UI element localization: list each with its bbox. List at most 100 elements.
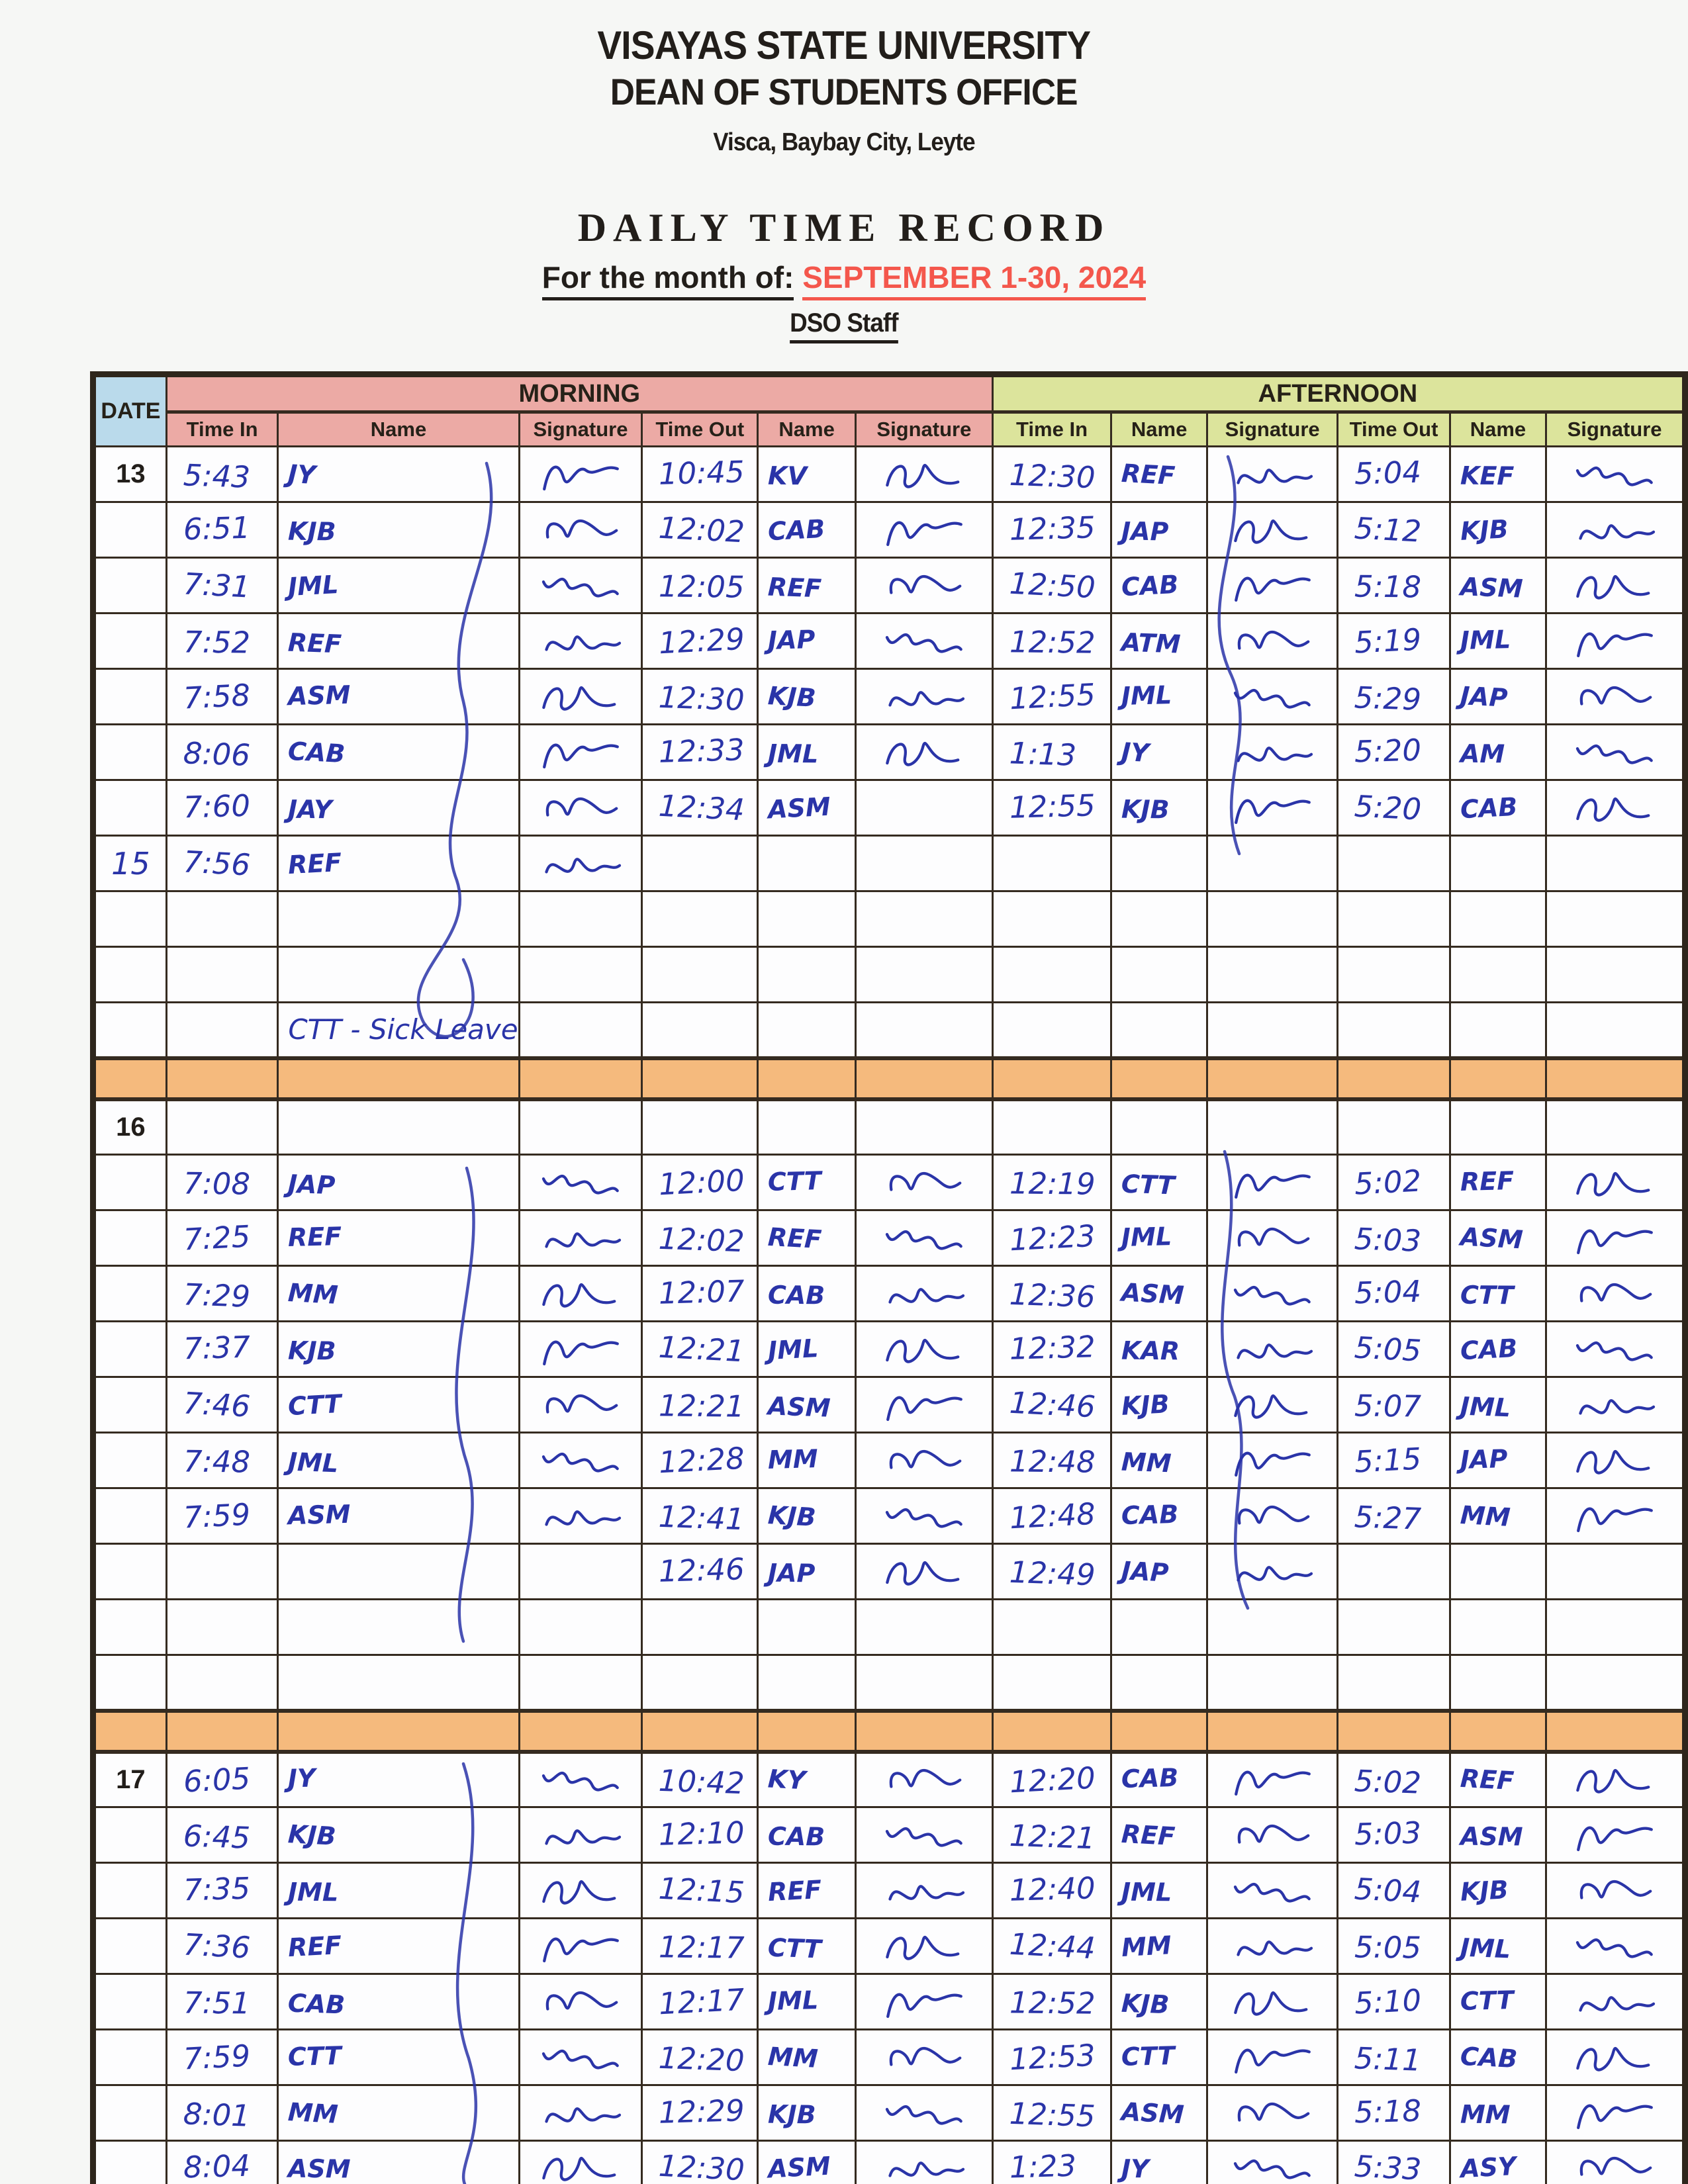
signature-scribble [886, 1561, 960, 1585]
signature-scribble [541, 2049, 619, 2069]
divider-cell [1545, 1708, 1686, 1754]
afternoon-name-in-cell: MM [1110, 1917, 1208, 1975]
signature-scribble [541, 1772, 619, 1792]
handwritten-text: JY [1121, 737, 1150, 768]
morning-name-out-cell: MM [757, 1432, 857, 1489]
dtr-row: 7:08 JAP 12:00 CTT 12:19 CTT 5:02 REF [92, 1154, 1686, 1211]
date-cell [92, 1209, 167, 1267]
afternoon-name-in-cell [1110, 890, 1208, 948]
handwritten-text: 7:29 [182, 1277, 251, 1314]
handwritten-text: 12:55 [1008, 2095, 1096, 2134]
morning-time-in-cell: 6:05 [165, 1751, 279, 1808]
divider-cell [991, 1708, 1113, 1754]
staff-subtitle: DSO Staff [0, 308, 1688, 343]
date-cell [92, 1973, 167, 2030]
date-cell [92, 1320, 167, 1378]
signature-scribble [1576, 2046, 1650, 2071]
signature-scribble [1237, 1227, 1310, 1247]
morning-time-out-cell: 12:15 [641, 1862, 759, 1919]
afternoon-time-out-cell [1336, 1001, 1451, 1059]
afternoon-name-out-cell: JAP [1448, 1432, 1548, 1489]
signature-scribble [1237, 1565, 1313, 1582]
dtr-row: 15 7:56 REF [92, 835, 1686, 892]
handwritten-text: JML [288, 1877, 339, 1907]
handwritten-text: 1:13 [1008, 735, 1077, 773]
afternoon-name-in-cell: ASM [1110, 1265, 1208, 1322]
morning-time-in-cell: 7:25 [165, 1209, 279, 1267]
divider-cell [277, 1708, 520, 1754]
morning-time-out-cell [641, 1001, 759, 1059]
handwritten-text: 12:36 [1008, 1276, 1096, 1315]
morning-name-in-cell: REF [277, 1209, 520, 1267]
afternoon-time-in-cell: 12:49 [991, 1543, 1113, 1600]
signature-scribble [545, 1829, 622, 1845]
date-cell [92, 890, 167, 948]
afternoon-signature-out-cell [1545, 445, 1686, 503]
handwritten-text: CAB [1121, 1499, 1180, 1530]
handwritten-text: CTT [287, 1388, 343, 1421]
handwritten-text: 12:32 [1009, 1329, 1096, 1367]
handwritten-text: 12:28 [658, 1440, 746, 1480]
morning-signature-out-cell [854, 1543, 994, 1600]
handwritten-text: 10:45 [658, 454, 745, 492]
afternoon-name-out-cell: ASM [1448, 557, 1548, 614]
afternoon-signature-in-cell [1205, 1751, 1339, 1808]
afternoon-signature-out-cell [1545, 1098, 1686, 1156]
handwritten-text: 5:02 [1354, 1763, 1423, 1801]
afternoon-signature-in-cell [1205, 1320, 1339, 1378]
handwritten-text: JAP [1121, 516, 1169, 546]
handwritten-text: 7:60 [183, 788, 251, 825]
handwritten-text: 7:46 [182, 1385, 252, 1424]
signature-scribble [1579, 1283, 1652, 1302]
afternoon-time-out-cell: 5:20 [1336, 723, 1451, 781]
morning-signature-in-cell [518, 445, 643, 503]
document-title: DAILY TIME RECORD [577, 206, 1111, 250]
afternoon-signature-out-cell [1545, 501, 1686, 559]
afternoon-signature-in-cell [1205, 946, 1339, 1003]
dtr-row: 7:29 MM 12:07 CAB 12:36 ASM 5:04 CTT [92, 1265, 1686, 1322]
afternoon-name-in-cell [1110, 946, 1208, 1003]
sub-header-row: Time In Name Signature Time Out Name Sig… [93, 411, 1686, 447]
handwritten-text: CAB [768, 1280, 825, 1310]
morning-time-out-cell: 12:30 [641, 2140, 759, 2184]
afternoon-signature2-header: Signature [1545, 411, 1686, 447]
handwritten-text: 12:34 [658, 788, 746, 828]
morning-signature-out-cell [854, 1432, 994, 1489]
afternoon-signature-in-cell [1205, 1543, 1339, 1600]
signature-scribble [1234, 688, 1311, 708]
afternoon-signature-out-cell [1545, 2140, 1686, 2184]
date-cell [92, 1265, 167, 1322]
morning-name-in-cell: JML [277, 1432, 520, 1489]
morning-name-in-cell: CTT [277, 1376, 520, 1433]
afternoon-time-out-cell: 5:07 [1336, 1376, 1451, 1433]
handwritten-text: JAP [768, 1558, 816, 1588]
morning-name-in-cell: KJB [277, 1320, 520, 1378]
handwritten-text: 12:20 [1008, 1760, 1096, 1800]
morning-time-in-cell [165, 1543, 279, 1600]
afternoon-signature-out-cell [1545, 1598, 1686, 1656]
afternoon-time-out-cell [1336, 890, 1451, 948]
handwritten-text: 5:05 [1354, 1929, 1422, 1966]
morning-time-out-cell [641, 835, 759, 892]
dtr-row: 7:36 REF 12:17 CTT 12:44 MM 5:05 JML [92, 1917, 1686, 1975]
handwritten-text: 5:12 [1354, 510, 1423, 549]
afternoon-name-out-cell: MM [1448, 2084, 1548, 2142]
divider-cell [991, 1056, 1113, 1101]
afternoon-time-in-cell [991, 890, 1113, 948]
morning-signature-out-cell [854, 890, 994, 948]
afternoon-signature-in-cell [1205, 557, 1339, 614]
handwritten-text: JY [287, 1763, 316, 1794]
morning-signature-in-cell [518, 1209, 643, 1267]
afternoon-signature-in-cell [1205, 1001, 1339, 1059]
signature-scribble [545, 2107, 622, 2123]
morning-time-in-cell: 6:45 [165, 1806, 279, 1864]
signature-scribble [1579, 686, 1652, 705]
afternoon-time-out-cell: 5:18 [1336, 557, 1451, 614]
morning-time-out-cell: 12:34 [641, 779, 759, 837]
handwritten-text: 5:29 [1354, 680, 1423, 717]
morning-signature-in-cell [518, 557, 643, 614]
morning-name-out-cell [757, 1598, 857, 1656]
afternoon-time-in-cell: 12:36 [991, 1265, 1113, 1322]
handwritten-text: ATM [1121, 627, 1182, 659]
signature-scribble [886, 521, 962, 546]
